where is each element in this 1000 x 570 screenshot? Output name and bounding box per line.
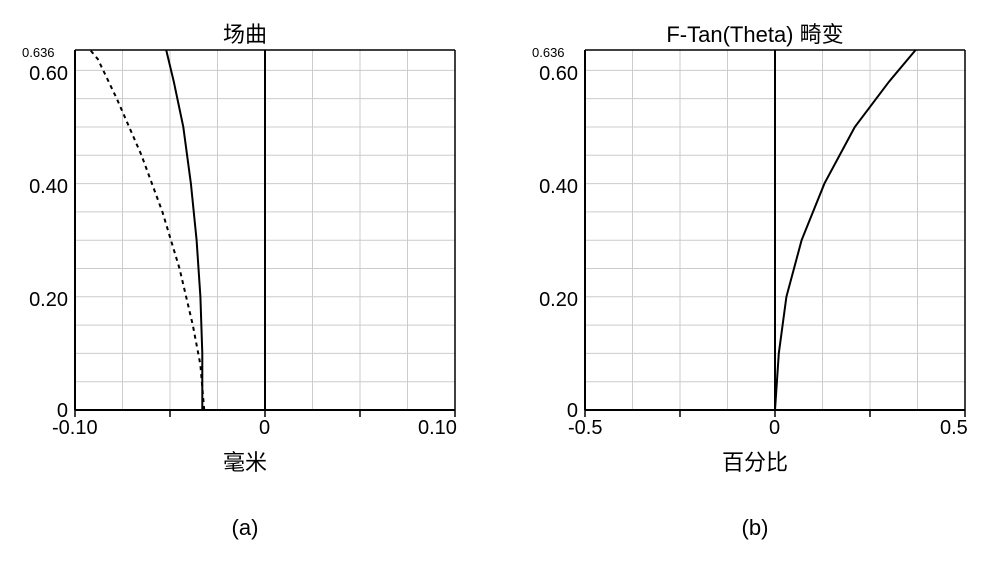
ytick: 0.60 xyxy=(539,63,578,86)
right-xlabel: 百分比 xyxy=(520,445,990,477)
ytick: 0.60 xyxy=(29,63,68,86)
right-panel: F-Tan(Theta) 畸变 0.636 百分比 (b) 0.60 0.40 … xyxy=(520,5,990,565)
ytick: 0.40 xyxy=(29,176,68,199)
left-chart xyxy=(10,5,480,440)
xtick: 0.5 xyxy=(940,417,968,440)
ytick: 0.20 xyxy=(29,289,68,312)
xtick: 0 xyxy=(259,417,270,440)
xtick: 0 xyxy=(769,417,780,440)
ytick: 0.20 xyxy=(539,289,578,312)
right-chart xyxy=(520,5,990,440)
right-subcaption: (b) xyxy=(520,515,990,541)
left-subcaption: (a) xyxy=(10,515,480,541)
ytick: 0.40 xyxy=(539,176,578,199)
left-xlabel: 毫米 xyxy=(10,445,480,477)
xtick: -0.10 xyxy=(52,417,98,440)
xtick: 0.10 xyxy=(418,417,457,440)
left-panel: 场曲 0.636 毫米 (a) 0.60 0.40 0.20 0 -0.10 0… xyxy=(10,5,480,565)
xtick: -0.5 xyxy=(568,417,602,440)
